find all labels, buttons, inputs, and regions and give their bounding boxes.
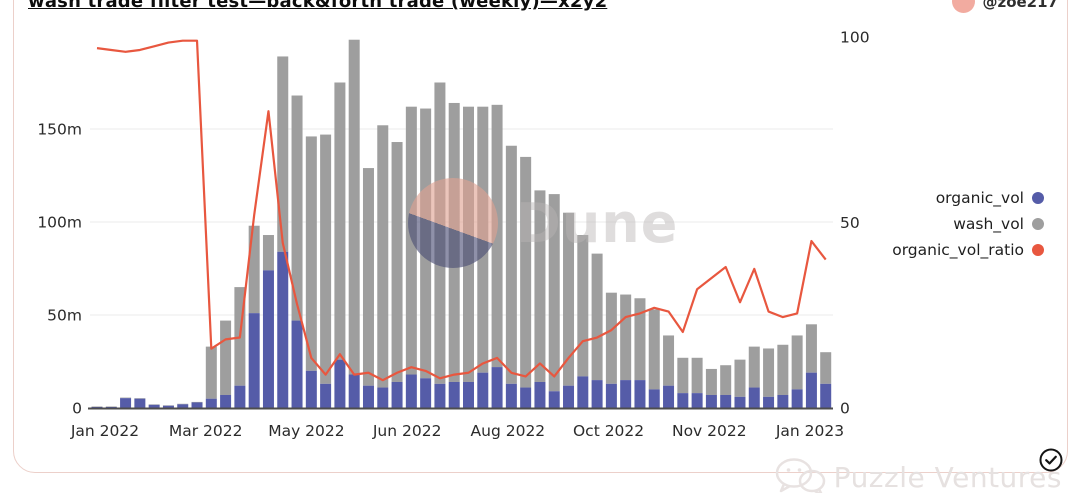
combo-chart: 0 50m 100m 150m 0 50 100 Jan 2022 Mar 2022 May 20… xyxy=(37,29,870,441)
svg-text:0: 0 xyxy=(72,400,82,418)
svg-text:Jan 2022: Jan 2022 xyxy=(70,422,139,440)
puzzle-ventures-text: Puzzle Ventures xyxy=(833,460,1062,493)
svg-text:Jan 2023: Jan 2023 xyxy=(775,422,844,440)
legend-label: organic_vol xyxy=(935,189,1024,207)
legend-item-organic-vol-ratio[interactable]: organic_vol_ratio xyxy=(892,241,1044,259)
author-chip[interactable]: @zoe217 xyxy=(952,0,1058,13)
legend-label: wash_vol xyxy=(953,215,1024,233)
svg-text:0: 0 xyxy=(840,400,850,418)
legend-label: organic_vol_ratio xyxy=(892,241,1024,259)
svg-text:Nov 2022: Nov 2022 xyxy=(672,422,747,440)
puzzle-ventures-watermark: Puzzle Ventures xyxy=(774,457,1062,493)
wechat-icon xyxy=(775,458,825,493)
author-handle: @zoe217 xyxy=(982,0,1058,11)
svg-text:May 2022: May 2022 xyxy=(268,422,344,440)
verified-check-icon[interactable] xyxy=(1038,447,1064,477)
legend-item-wash-vol[interactable]: wash_vol xyxy=(953,215,1044,233)
page-title: wash trade filter test—back&forth trade … xyxy=(28,0,608,12)
svg-text:Jun 2022: Jun 2022 xyxy=(372,422,442,440)
article-card-border xyxy=(13,0,1068,473)
svg-text:50: 50 xyxy=(840,214,860,232)
avatar xyxy=(952,0,976,13)
svg-text:Aug 2022: Aug 2022 xyxy=(471,422,546,440)
organic-vol-ratio-dot-icon xyxy=(1032,244,1044,256)
svg-text:Mar 2022: Mar 2022 xyxy=(169,422,243,440)
svg-text:50m: 50m xyxy=(47,307,82,325)
organic-vol-dot-icon xyxy=(1032,192,1044,204)
chart-legend: organic_vol wash_vol organic_vol_ratio xyxy=(892,189,1044,259)
svg-text:Oct 2022: Oct 2022 xyxy=(573,422,644,440)
wash-vol-dot-icon xyxy=(1032,218,1044,230)
legend-item-organic-vol[interactable]: organic_vol xyxy=(936,189,1044,207)
svg-text:100m: 100m xyxy=(37,214,82,232)
svg-text:150m: 150m xyxy=(37,121,82,139)
svg-text:100: 100 xyxy=(840,29,870,47)
